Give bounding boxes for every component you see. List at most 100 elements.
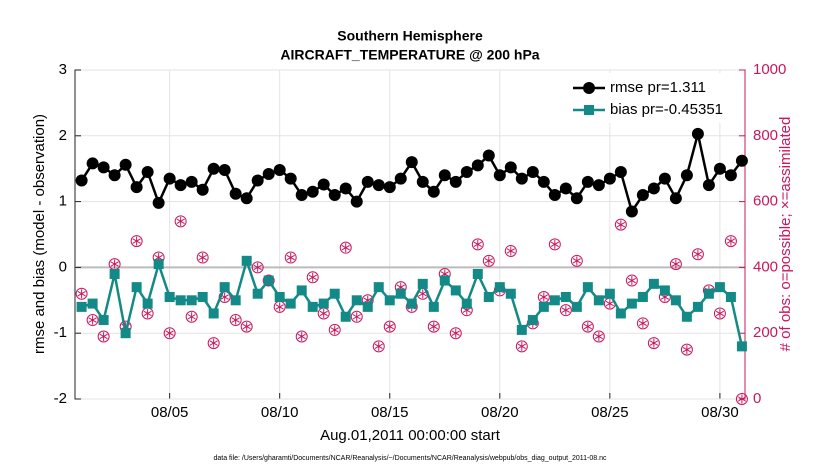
rmse-marker xyxy=(614,165,627,178)
rmse-marker xyxy=(328,189,341,202)
bias-marker xyxy=(98,315,109,326)
bias-marker xyxy=(373,282,384,293)
bias-marker xyxy=(274,292,285,303)
rmse-marker xyxy=(647,182,660,195)
obs-assimilated xyxy=(605,299,615,309)
bias-marker xyxy=(516,324,527,335)
obs-possible xyxy=(614,218,627,231)
obs-possible xyxy=(130,235,143,248)
obs-assimilated xyxy=(132,236,141,246)
obs-assimilated xyxy=(209,338,218,348)
bias-marker xyxy=(615,308,626,319)
rmse-marker xyxy=(471,159,484,172)
obs-possible xyxy=(548,238,561,251)
bias-marker xyxy=(439,275,450,286)
obs-assimilated xyxy=(473,239,482,249)
rmse-marker xyxy=(174,179,187,192)
obs-assimilated xyxy=(297,331,306,341)
rmse-marker xyxy=(449,175,462,188)
rmse-marker xyxy=(438,169,451,182)
obs-assimilated xyxy=(594,331,603,341)
rmse-marker xyxy=(240,192,253,205)
bias-marker xyxy=(692,301,703,312)
bias-marker xyxy=(175,295,186,306)
obs-assimilated xyxy=(561,305,570,315)
chart-subtitle: AIRCRAFT_TEMPERATURE @ 200 hPa xyxy=(280,47,539,63)
x-tick-label: 08/20 xyxy=(481,404,519,421)
bias-marker xyxy=(76,301,87,312)
rmse-marker xyxy=(130,181,143,194)
rmse-marker xyxy=(284,172,297,185)
obs-assimilated xyxy=(286,253,295,263)
rmse-marker xyxy=(361,175,374,188)
rmse-marker xyxy=(141,165,154,178)
rmse-marker xyxy=(207,162,220,175)
obs-possible xyxy=(680,343,693,356)
y2-tick-label: 600 xyxy=(753,193,778,210)
legend-box xyxy=(565,73,742,123)
y2-tick-label: 400 xyxy=(753,258,778,275)
obs-possible xyxy=(240,320,253,333)
obs-possible xyxy=(515,340,528,353)
bias-marker xyxy=(582,282,593,293)
obs-possible xyxy=(636,317,649,330)
obs-assimilated xyxy=(231,315,240,325)
obs-possible xyxy=(163,327,176,340)
obs-possible xyxy=(284,251,297,264)
obs-assimilated xyxy=(253,262,262,272)
bias-marker xyxy=(208,308,219,319)
rmse-marker xyxy=(570,192,583,205)
rmse-marker xyxy=(152,196,165,209)
obs-assimilated xyxy=(143,308,152,318)
rmse-marker xyxy=(229,187,242,200)
rmse-marker xyxy=(548,189,561,202)
obs-assimilated xyxy=(726,236,736,246)
rmse-marker xyxy=(405,156,418,169)
bias-marker xyxy=(450,285,461,296)
bias-marker xyxy=(571,301,582,312)
obs-possible xyxy=(691,248,704,261)
y2-tick-label: 1000 xyxy=(753,61,786,78)
obs-possible xyxy=(75,287,88,300)
bias-marker xyxy=(483,292,494,303)
obs-assimilated xyxy=(550,239,559,249)
rmse-marker xyxy=(592,179,605,192)
obs-assimilated xyxy=(539,292,548,302)
rmse-marker xyxy=(273,164,286,177)
obs-assimilated xyxy=(418,289,427,299)
obs-assimilated xyxy=(671,259,681,269)
rmse-marker xyxy=(218,164,231,177)
rmse-marker xyxy=(735,154,748,167)
bias-marker xyxy=(395,288,406,299)
obs-possible xyxy=(339,241,352,254)
bias-marker xyxy=(527,315,538,326)
rmse-marker xyxy=(86,157,99,170)
y-axis-label: rmse and bias (model - observation) xyxy=(31,114,48,354)
x-tick-label: 08/05 xyxy=(151,404,189,421)
bias-marker xyxy=(406,298,417,309)
bias-marker xyxy=(384,295,395,306)
obs-possible xyxy=(427,320,440,333)
rmse-marker xyxy=(515,172,528,185)
obs-possible xyxy=(504,244,517,257)
bias-marker xyxy=(593,295,604,306)
obs-assimilated xyxy=(715,308,725,318)
obs-assimilated xyxy=(275,302,284,312)
rmse-marker xyxy=(713,162,726,175)
rmse-marker xyxy=(504,161,517,174)
obs-possible xyxy=(559,304,572,317)
obs-possible xyxy=(592,330,605,343)
bias-marker xyxy=(153,259,164,270)
obs-possible xyxy=(196,251,209,264)
obs-assimilated xyxy=(517,341,526,351)
obs-possible xyxy=(647,337,660,350)
rmse-marker xyxy=(680,169,693,182)
obs-possible xyxy=(625,274,638,287)
rmse-marker xyxy=(416,175,429,188)
obs-assimilated xyxy=(110,259,119,269)
bias-marker xyxy=(164,292,175,303)
obs-assimilated xyxy=(88,315,97,325)
obs-assimilated xyxy=(198,253,207,263)
bias-marker xyxy=(241,255,252,266)
